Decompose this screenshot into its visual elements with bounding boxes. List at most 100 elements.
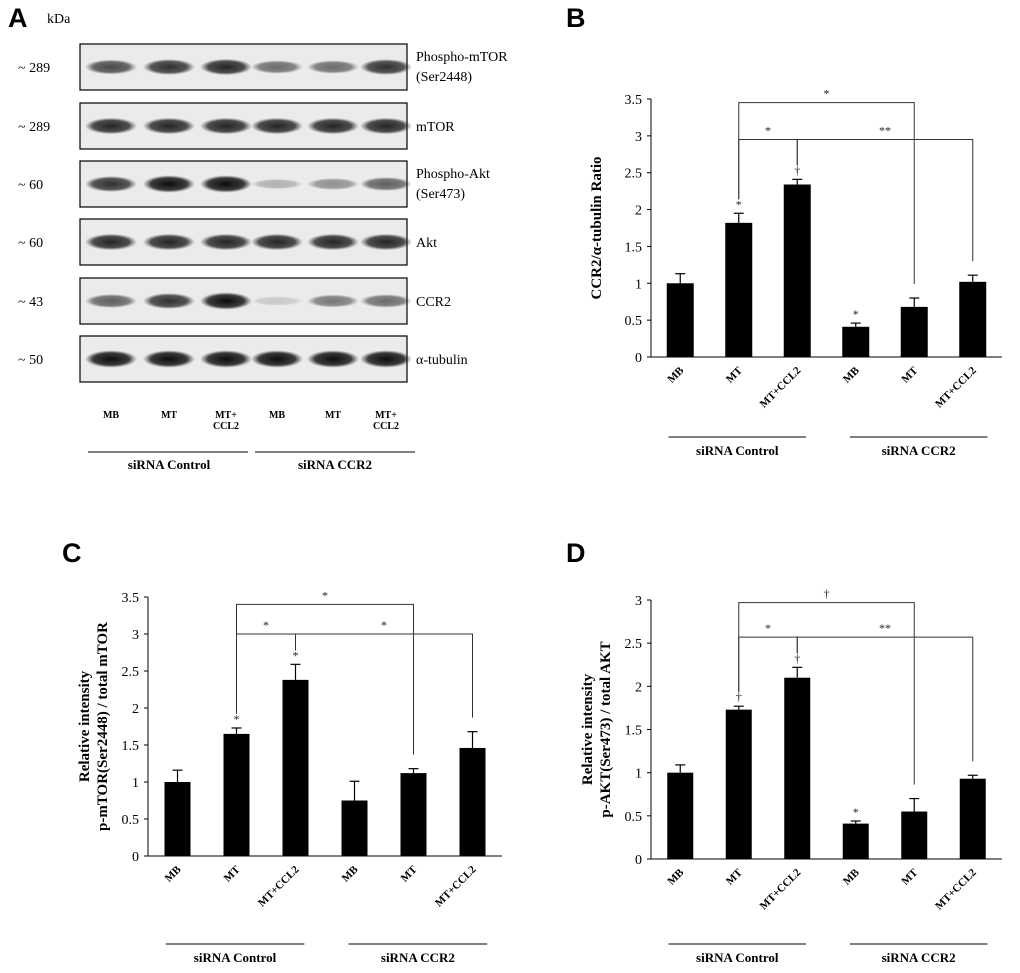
- blot-protein-label-line: mTOR: [416, 120, 455, 135]
- blot-band: [307, 294, 359, 308]
- chart-b: 0 0.5 1 1.5 2 2.5 3 3.5 CCR2/α-tubulin Ratio MB * M…: [589, 87, 1002, 458]
- panel-label-a: A: [8, 3, 28, 33]
- category-label: MB: [841, 866, 862, 887]
- blot-band: [251, 117, 303, 135]
- category-label: MB: [163, 863, 184, 884]
- blot-band: [85, 294, 137, 308]
- blot-lane-label-line: MT+: [215, 410, 237, 421]
- chart-d: 0 0.5 1 1.5 2 2.5 3 Relative intensity p-AKT(Ser…: [580, 587, 1002, 965]
- category-label: MT: [222, 863, 243, 884]
- blot-lane-label: MT+ CCL2: [373, 410, 399, 432]
- bracket-significance-mark: †: [824, 587, 830, 601]
- blot-band: [200, 350, 252, 368]
- bar: [459, 747, 486, 856]
- y-tick-label: 1.5: [122, 739, 140, 754]
- blot-band: [143, 175, 195, 193]
- y-tick-label: 3.5: [122, 591, 140, 606]
- chart-c: 0 0.5 1 1.5 2 2.5 3 3.5 Relative intensity p-mTOR…: [77, 588, 502, 965]
- bar: [667, 772, 694, 859]
- blot-lane-label-line: MB: [103, 410, 119, 421]
- bar: [666, 283, 694, 357]
- y-tick-label: 2.5: [625, 637, 643, 652]
- blot-group-label: siRNA Control: [128, 457, 211, 472]
- blot-mw-label: ~ 289: [18, 120, 50, 135]
- blot-band: [85, 117, 137, 135]
- blot-band: [360, 294, 412, 308]
- kda-header: kDa: [47, 12, 71, 27]
- blot-protein-label: CCR2: [416, 295, 451, 310]
- group-label: siRNA CCR2: [882, 443, 956, 458]
- y-tick-label: 2.5: [625, 167, 643, 182]
- blot-lane-label: MB: [269, 410, 285, 421]
- blot-lane-label: MB: [103, 410, 119, 421]
- blot-band: [200, 58, 252, 76]
- bracket-significance-mark: *: [824, 87, 830, 101]
- y-tick-label: 0: [635, 853, 642, 868]
- category-label: MT+CCL2: [758, 866, 804, 912]
- bracket-significance-mark: *: [765, 621, 771, 635]
- category-label: MT+CCL2: [433, 863, 479, 909]
- bar: [223, 733, 250, 856]
- blot-mw-label: ~ 50: [18, 353, 43, 368]
- blot-band: [200, 117, 252, 135]
- bar: [341, 800, 368, 856]
- y-axis-label-line: CCR2/α-tubulin Ratio: [589, 157, 605, 300]
- blot-band: [143, 350, 195, 368]
- bar: [959, 778, 986, 859]
- blot-band: [307, 178, 359, 190]
- category-label: MB: [340, 863, 361, 884]
- y-tick-label: 3: [635, 594, 642, 609]
- y-tick-label: 1: [635, 767, 642, 782]
- blot-band: [85, 350, 137, 368]
- blot-band: [307, 233, 359, 251]
- bar: [842, 823, 869, 859]
- blot-band: [200, 233, 252, 251]
- bar: [725, 709, 752, 859]
- blot-lane-label-line: MT+: [375, 410, 397, 421]
- blot-protein-label: Phospho-mTOR (Ser2448): [416, 50, 508, 85]
- bracket-significance-mark: *: [381, 618, 387, 632]
- bar: [164, 782, 191, 856]
- blot-protein-label-line: Phospho-Akt: [416, 167, 490, 182]
- category-label: MB: [665, 364, 686, 385]
- bar-significance-mark: *: [736, 197, 742, 211]
- group-label: siRNA CCR2: [882, 950, 956, 965]
- bar: [783, 184, 811, 357]
- y-tick-label: 0.5: [122, 813, 140, 828]
- y-axis-label: CCR2/α-tubulin Ratio: [589, 157, 605, 300]
- category-label: MT: [724, 866, 745, 887]
- blot-mw-label: ~ 289: [18, 61, 50, 76]
- y-axis-label-line: p-AKT(Ser473) / total AKT: [598, 641, 614, 817]
- bar-significance-mark: †: [794, 651, 800, 665]
- bracket-significance-mark: *: [765, 124, 771, 138]
- y-tick-label: 2: [132, 702, 139, 717]
- blot-band: [360, 177, 412, 191]
- category-label: MT+CCL2: [933, 866, 979, 912]
- blot-lane-label: MT: [325, 410, 341, 421]
- category-label: MT: [399, 863, 420, 884]
- y-tick-label: 0.5: [625, 810, 643, 825]
- category-label: MT: [899, 866, 920, 887]
- blot-protein-label-line: (Ser2448): [416, 70, 472, 85]
- bar-significance-mark: †: [794, 163, 800, 177]
- y-tick-label: 3: [635, 130, 642, 145]
- bar-significance-mark: *: [853, 805, 859, 819]
- blot-lane-label: MT: [161, 410, 177, 421]
- bar: [784, 677, 811, 859]
- blot-band: [200, 175, 252, 193]
- significance-bracket: [796, 636, 974, 762]
- group-label: siRNA Control: [696, 950, 779, 965]
- bar-significance-mark: *: [234, 712, 240, 726]
- group-label: siRNA CCR2: [381, 950, 455, 965]
- panel-label-d: D: [566, 538, 586, 568]
- group-label: siRNA Control: [696, 443, 779, 458]
- blot-lane-label-line: CCL2: [213, 421, 239, 432]
- blot-lane-label-line: MT: [161, 410, 177, 421]
- blot-protein-label: Phospho-Akt (Ser473): [416, 167, 490, 202]
- bracket-significance-mark: *: [322, 588, 328, 602]
- y-axis-label-line: p-mTOR(Ser2448) / total mTOR: [95, 622, 111, 831]
- bar: [400, 773, 427, 856]
- blot-mw-label: ~ 43: [18, 295, 43, 310]
- y-tick-label: 1: [635, 277, 642, 292]
